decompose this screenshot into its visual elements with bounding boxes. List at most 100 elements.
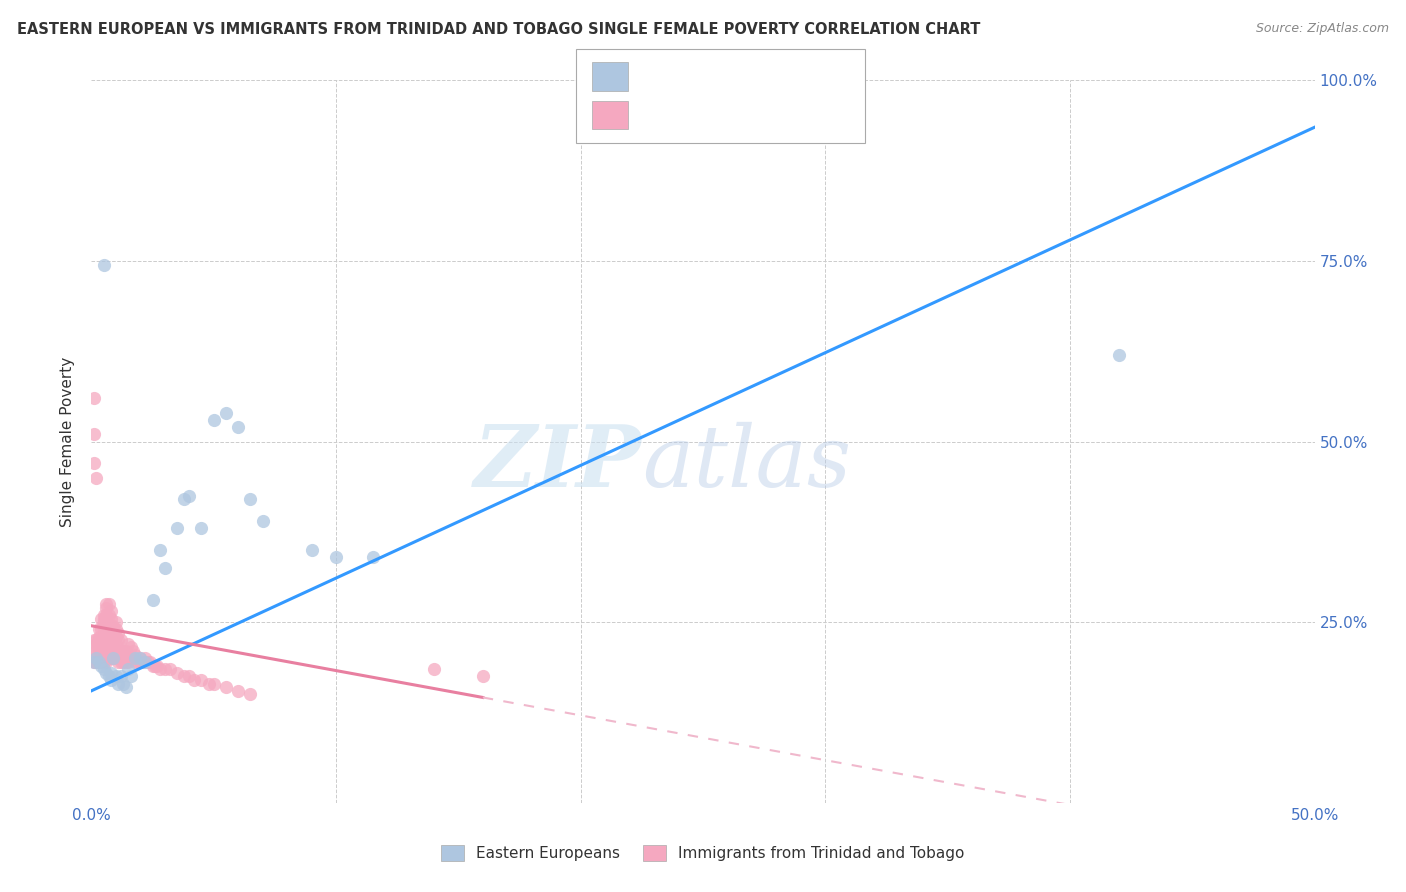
Point (202, 413, 225, 427)
Point (112, 676, 135, 690)
Point (103, 651, 125, 665)
Point (104, 644, 127, 658)
Point (226, 683, 249, 698)
Point (143, 658, 166, 673)
Point (83, 655, 105, 669)
Point (107, 626, 129, 640)
Point (97, 597, 120, 611)
Point (84, 637, 107, 651)
Point (93, 655, 115, 669)
Point (471, 669, 494, 683)
Point (166, 521, 188, 535)
Point (97, 651, 120, 665)
Text: Source: ZipAtlas.com: Source: ZipAtlas.com (1256, 22, 1389, 36)
Point (107, 644, 129, 658)
Point (141, 593, 163, 607)
Point (120, 640, 142, 655)
Point (183, 673, 205, 687)
Point (100, 619, 122, 633)
Point (134, 655, 156, 669)
Point (112, 655, 135, 669)
Point (83, 633, 105, 648)
Point (93, 633, 115, 648)
Point (90, 611, 112, 625)
Point (159, 662, 181, 676)
Point (124, 655, 146, 669)
Point (132, 655, 155, 669)
Point (90, 633, 112, 648)
Point (97, 630, 120, 644)
Point (129, 651, 152, 665)
Point (1108, 348, 1130, 362)
Point (122, 644, 145, 658)
Point (198, 676, 221, 690)
Point (84, 651, 107, 665)
Point (94, 644, 117, 658)
Point (179, 489, 201, 503)
Point (127, 655, 149, 669)
Point (83, 456, 105, 470)
Point (103, 633, 125, 648)
Point (104, 637, 127, 651)
Point (129, 651, 152, 665)
Point (215, 680, 238, 694)
Point (87, 655, 110, 669)
Point (84, 633, 107, 648)
Point (114, 655, 136, 669)
Point (139, 655, 162, 669)
Point (87, 630, 110, 644)
Point (153, 561, 176, 575)
Point (104, 615, 127, 630)
Point (93, 623, 115, 637)
Point (129, 655, 152, 669)
Point (93, 615, 115, 630)
Point (104, 630, 127, 644)
Point (117, 655, 139, 669)
Point (90, 655, 112, 669)
Point (100, 611, 122, 625)
Point (117, 648, 139, 662)
Y-axis label: Single Female Poverty: Single Female Poverty (60, 357, 76, 526)
Point (93, 611, 115, 625)
Point (166, 665, 188, 680)
Point (134, 651, 156, 665)
Text: N =: N = (728, 67, 762, 81)
Point (84, 644, 107, 658)
Point (136, 655, 159, 669)
Point (83, 391, 105, 405)
Point (226, 420, 249, 434)
Point (97, 669, 120, 683)
Point (84, 655, 107, 669)
Point (252, 514, 274, 528)
Point (124, 648, 146, 662)
Point (90, 658, 112, 673)
Point (107, 676, 129, 690)
Point (100, 665, 122, 680)
Point (239, 492, 262, 507)
Point (100, 651, 122, 665)
Point (90, 623, 112, 637)
Point (84, 470, 107, 484)
Point (100, 630, 122, 644)
Point (87, 644, 110, 658)
Point (93, 258, 115, 272)
Text: ZIP: ZIP (474, 421, 643, 505)
Text: -0.110: -0.110 (676, 106, 731, 120)
Point (325, 550, 347, 565)
Text: 0.672: 0.672 (676, 67, 724, 81)
Point (97, 619, 120, 633)
Point (114, 644, 136, 658)
Point (100, 640, 122, 655)
Point (83, 644, 105, 658)
Point (190, 521, 212, 535)
Point (141, 658, 163, 673)
Point (87, 623, 110, 637)
Point (94, 615, 117, 630)
Point (103, 640, 125, 655)
Point (173, 492, 195, 507)
Point (87, 655, 110, 669)
Point (149, 542, 172, 557)
Point (301, 542, 323, 557)
Text: 37: 37 (772, 67, 793, 81)
Point (93, 607, 115, 622)
